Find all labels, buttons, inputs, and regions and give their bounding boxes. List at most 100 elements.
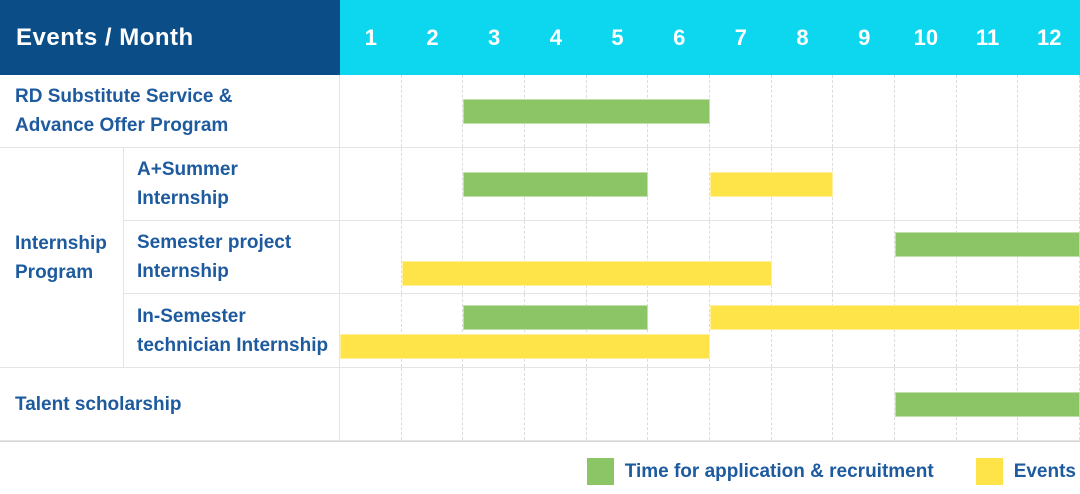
grid-cell bbox=[402, 294, 464, 367]
gantt-bar-event bbox=[340, 334, 710, 359]
grid-cell bbox=[402, 75, 464, 147]
grid-cell bbox=[957, 148, 1019, 220]
month-header-cell: 7 bbox=[734, 24, 747, 50]
label-line: Advance Offer Program bbox=[15, 115, 229, 136]
label-line: RD Substitute Service & bbox=[15, 86, 233, 107]
label-line: Talent scholarship bbox=[15, 393, 182, 415]
event-row: In-Semester technician Internship bbox=[124, 294, 1080, 367]
grid-cell bbox=[648, 148, 711, 220]
month-header-cell: 1 bbox=[364, 24, 377, 50]
month-header-cell: 11 bbox=[975, 24, 1000, 50]
grid-cell bbox=[772, 368, 834, 440]
grid-cell bbox=[833, 148, 896, 220]
gantt-bar-event bbox=[401, 261, 772, 286]
grid-cell bbox=[895, 221, 957, 293]
event-row: RD Substitute Service & Advance Offer Pro… bbox=[0, 75, 1080, 148]
gantt-bar-event bbox=[710, 172, 834, 197]
legend-item: Events bbox=[975, 458, 1076, 485]
grid-cell bbox=[587, 294, 649, 367]
gantt-bar-recruitment bbox=[463, 172, 649, 197]
grid-cell bbox=[710, 294, 772, 367]
row-grid bbox=[340, 75, 1080, 147]
row-group: Internship Program A+Summer Internship Semes… bbox=[0, 148, 1080, 368]
grid-cell bbox=[772, 75, 834, 147]
label-line: A+Summer bbox=[137, 159, 238, 180]
gantt-bar-recruitment bbox=[895, 232, 1080, 257]
grid-cell bbox=[648, 368, 711, 440]
month-header-cell: 6 bbox=[673, 24, 686, 50]
grid-cell bbox=[710, 368, 772, 440]
month-header-cell: 10 bbox=[913, 24, 939, 50]
sub-row-label: Semester project Internship bbox=[124, 221, 340, 293]
legend-label: Time for application & recruitment bbox=[624, 460, 934, 482]
grid-cell bbox=[833, 221, 896, 293]
grid-cell bbox=[895, 294, 957, 367]
grid-cell bbox=[710, 221, 772, 293]
grid-cell bbox=[402, 368, 464, 440]
grid-cell bbox=[402, 221, 464, 293]
grid-cell bbox=[1018, 148, 1080, 220]
label-line: Internship bbox=[137, 188, 229, 209]
group-label: Internship Program bbox=[0, 148, 124, 367]
grid-cell bbox=[340, 368, 402, 440]
month-header-cell: 3 bbox=[488, 24, 501, 50]
month-header-cell: 4 bbox=[549, 24, 562, 50]
row-grid bbox=[340, 221, 1080, 293]
table-header-row: Events / Month 1 2 3 4 5 6 7 8 9 10 11 12 bbox=[0, 0, 1080, 75]
row-grid bbox=[340, 368, 1080, 440]
grid-cell bbox=[648, 294, 711, 367]
grid-cell bbox=[340, 148, 402, 220]
event-row: Talent scholarship bbox=[0, 368, 1080, 441]
row-label: Talent scholarship bbox=[0, 368, 340, 440]
grid-cell bbox=[648, 221, 711, 293]
month-header-cell: 5 bbox=[611, 24, 624, 50]
grid-cell bbox=[340, 221, 402, 293]
month-header: 1 2 3 4 5 6 7 8 9 10 11 12 bbox=[340, 0, 1080, 75]
label-line: Program bbox=[15, 261, 94, 283]
grid-cell bbox=[833, 368, 896, 440]
grid-cell bbox=[895, 148, 957, 220]
label-line: Semester project bbox=[137, 232, 292, 253]
legend-swatch-event bbox=[975, 458, 1003, 485]
grid-cell bbox=[710, 75, 772, 147]
month-header-cell: 9 bbox=[858, 24, 871, 50]
grid-cell bbox=[525, 368, 587, 440]
gantt-bar-recruitment bbox=[463, 305, 649, 330]
grid-cell bbox=[1018, 75, 1080, 147]
table-body: RD Substitute Service & Advance Offer Pro… bbox=[0, 75, 1080, 442]
grid-cell bbox=[957, 294, 1019, 367]
month-header-cell: 8 bbox=[796, 24, 809, 50]
grid-cell bbox=[587, 368, 649, 440]
grid-cell bbox=[587, 221, 649, 293]
label-line: Internship bbox=[137, 261, 229, 282]
sub-row-label: In-Semester technician Internship bbox=[124, 294, 340, 367]
grid-cell bbox=[772, 294, 834, 367]
legend-label: Events bbox=[1013, 460, 1076, 482]
grid-cell bbox=[895, 75, 957, 147]
grid-cell bbox=[957, 221, 1019, 293]
label-line: technician Internship bbox=[137, 334, 329, 356]
label-line: In-Semester bbox=[137, 305, 246, 327]
legend-item: Time for application & recruitment bbox=[586, 458, 934, 485]
grid-cell bbox=[525, 221, 587, 293]
grid-cell bbox=[402, 148, 464, 220]
row-grid bbox=[340, 294, 1080, 367]
grid-cell bbox=[463, 221, 526, 293]
row-label: RD Substitute Service & Advance Offer Pro… bbox=[0, 75, 340, 147]
grid-cell bbox=[772, 221, 834, 293]
sub-row-label: A+Summer Internship bbox=[124, 148, 340, 220]
gantt-bar-event bbox=[710, 305, 1080, 330]
grid-cell bbox=[957, 75, 1019, 147]
legend: Time for application & recruitment Events bbox=[586, 458, 1076, 485]
event-row: Semester project Internship bbox=[124, 221, 1080, 294]
month-header-cell: 2 bbox=[426, 24, 439, 50]
grid-cell bbox=[340, 294, 402, 367]
grid-cell bbox=[525, 294, 587, 367]
group-rows: A+Summer Internship Semester project Intern… bbox=[124, 148, 1080, 367]
grid-cell bbox=[340, 75, 402, 147]
row-grid bbox=[340, 148, 1080, 220]
grid-cell bbox=[463, 368, 526, 440]
gantt-bar-recruitment bbox=[463, 99, 710, 124]
grid-cell bbox=[833, 75, 896, 147]
